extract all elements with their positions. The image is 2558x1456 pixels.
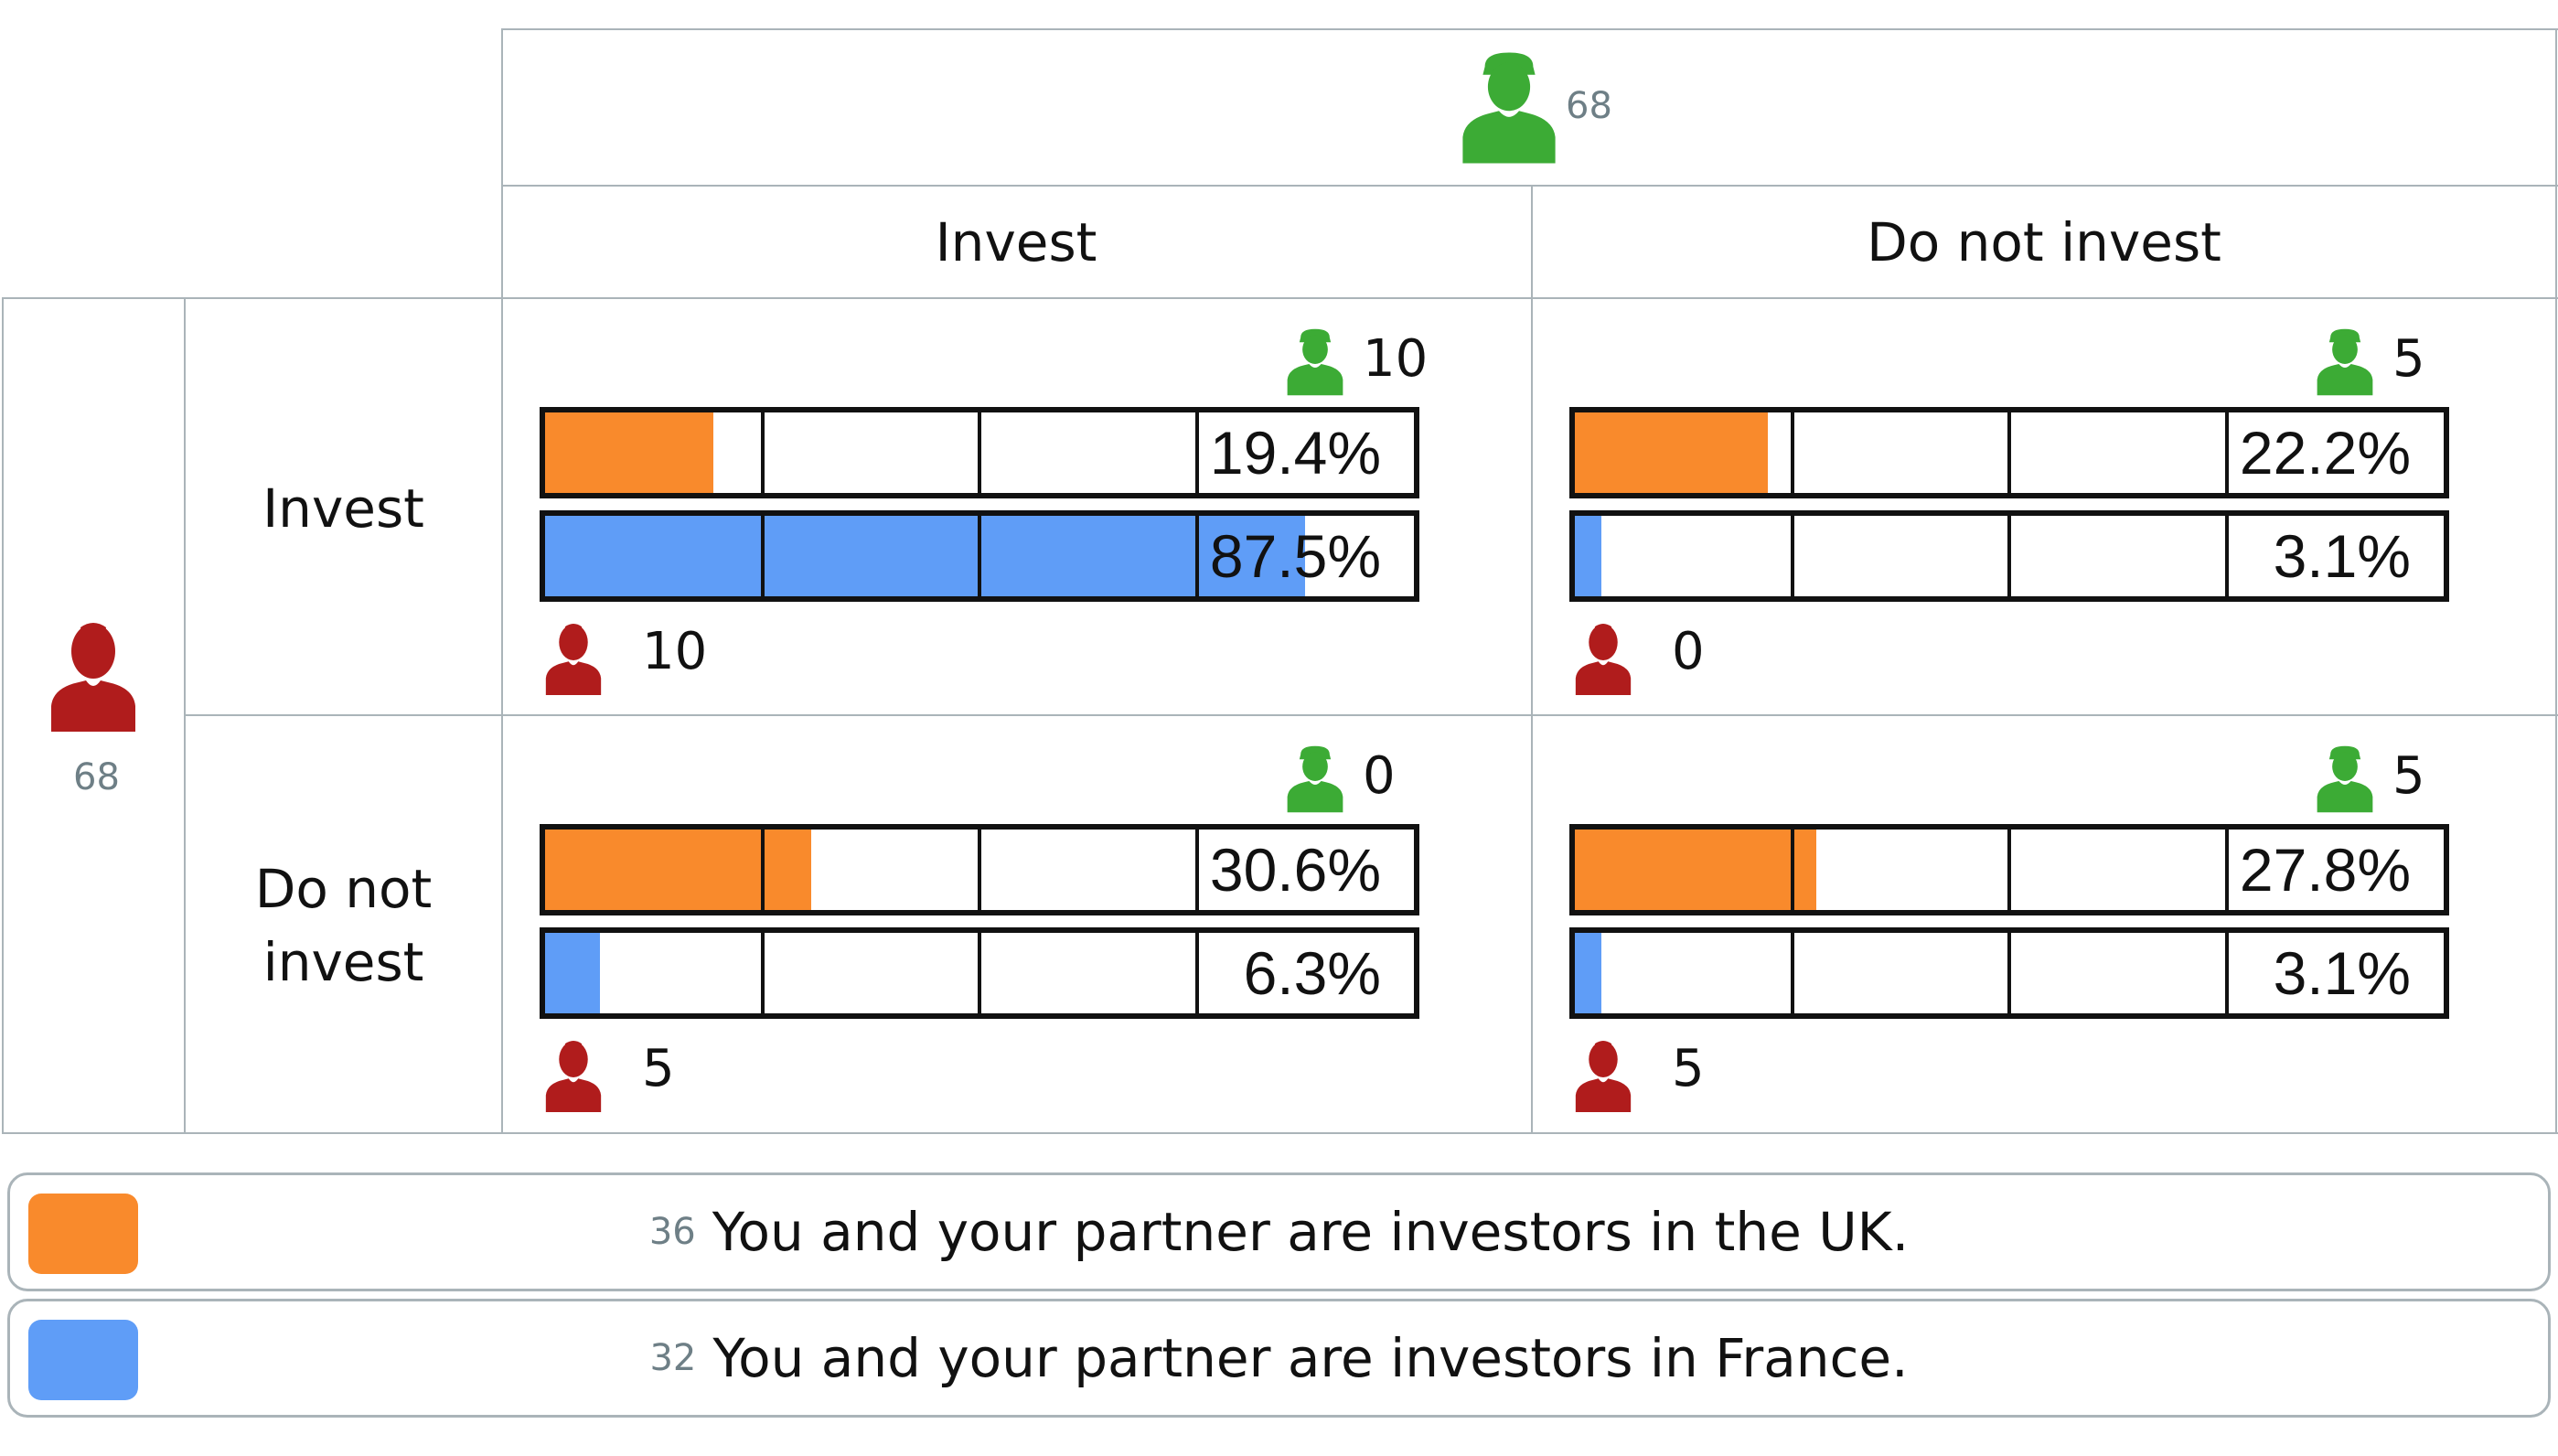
red-person-icon xyxy=(543,622,604,695)
bar-fill-uk xyxy=(1575,830,1817,910)
bar-fill-france xyxy=(545,516,1306,596)
bar-fill-uk xyxy=(1575,412,1768,493)
bar-divider xyxy=(760,516,765,596)
legend-count: 36 xyxy=(648,1211,696,1253)
red-player-count: 10 xyxy=(642,622,708,681)
row-header-do-not-invest: Do not invest xyxy=(186,852,501,999)
bar-divider xyxy=(760,933,765,1013)
bar-divider xyxy=(2007,830,2011,910)
grid-line xyxy=(501,185,2558,187)
bar-divider xyxy=(1790,933,1794,1013)
column-header-invest: Invest xyxy=(935,211,1097,273)
bar-uk: 19.4% xyxy=(540,407,1419,498)
bar-france: 3.1% xyxy=(1569,927,2449,1019)
bar-divider xyxy=(1194,933,1199,1013)
red-player-count: 5 xyxy=(1672,1039,1705,1098)
bar-fill-uk xyxy=(545,412,714,493)
bar-percent-label: 27.8% xyxy=(2239,836,2411,904)
row-header-invest: Invest xyxy=(262,477,424,540)
bar-divider xyxy=(2007,933,2011,1013)
green-person-icon xyxy=(1285,744,1345,814)
red-player-count: 0 xyxy=(1672,622,1705,681)
row-header-do-not-invest-line2: invest xyxy=(262,931,424,993)
bar-fill-uk xyxy=(545,830,811,910)
bar-percent-label: 87.5% xyxy=(1209,522,1381,590)
legend-swatch-orange xyxy=(28,1194,138,1274)
bar-divider xyxy=(1194,412,1199,493)
bar-percent-label: 22.2% xyxy=(2239,419,2411,487)
bar-percent-label: 6.3% xyxy=(1243,939,1381,1007)
grid-line xyxy=(2,297,4,1134)
grid-line xyxy=(2,297,2558,299)
legend-label: You and your partner are investors in th… xyxy=(712,1201,1910,1263)
grid-line xyxy=(2555,28,2557,1134)
grid-line xyxy=(2,1132,2558,1134)
bar-divider xyxy=(760,412,765,493)
top-player-count: 68 xyxy=(1566,85,1612,127)
bar-divider xyxy=(760,830,765,910)
bar-divider xyxy=(978,933,981,1013)
bar-france: 6.3% xyxy=(540,927,1419,1019)
grid-line xyxy=(184,297,186,1134)
green-player-count: 5 xyxy=(2392,746,2425,806)
grid-line xyxy=(501,28,503,1134)
bar-divider xyxy=(2224,933,2229,1013)
grid-line xyxy=(1531,185,1533,1134)
green-person-icon xyxy=(1285,327,1345,397)
bar-divider xyxy=(1790,830,1794,910)
legend-item-france: 32 You and your partner are investors in… xyxy=(7,1299,2551,1418)
bar-percent-label: 30.6% xyxy=(1209,836,1381,904)
legend-item-uk: 36 You and your partner are investors in… xyxy=(7,1172,2551,1291)
green-person-icon xyxy=(2315,327,2375,397)
bar-divider xyxy=(1790,516,1794,596)
bar-divider xyxy=(2007,516,2011,596)
legend-swatch-blue xyxy=(28,1320,138,1400)
bar-fill-france xyxy=(545,933,600,1013)
bar-fill-france xyxy=(1575,516,1602,596)
green-person-icon xyxy=(2315,744,2375,814)
green-player-count: 5 xyxy=(2392,329,2425,389)
red-person-icon xyxy=(1573,1039,1633,1112)
bar-divider xyxy=(1194,830,1199,910)
green-person-icon xyxy=(1459,52,1559,164)
bar-percent-label: 19.4% xyxy=(1209,419,1381,487)
red-person-icon xyxy=(1573,622,1633,695)
bar-divider xyxy=(2224,412,2229,493)
bar-uk: 27.8% xyxy=(1569,824,2449,915)
green-player-count: 10 xyxy=(1363,329,1429,389)
row-header-do-not-invest-line1: Do not xyxy=(254,858,433,920)
legend-count: 32 xyxy=(649,1337,697,1379)
bar-divider xyxy=(978,412,981,493)
bar-divider xyxy=(1790,412,1794,493)
bar-divider xyxy=(2007,412,2011,493)
green-player-count: 0 xyxy=(1363,746,1396,806)
bar-divider xyxy=(2224,830,2229,910)
grid-line xyxy=(185,714,2558,716)
bar-percent-label: 3.1% xyxy=(2273,522,2411,590)
bar-divider xyxy=(978,830,981,910)
bar-percent-label: 3.1% xyxy=(2273,939,2411,1007)
bar-uk: 30.6% xyxy=(540,824,1419,915)
legend-label: You and your partner are investors in Fr… xyxy=(712,1327,1909,1389)
column-header-do-not-invest: Do not invest xyxy=(1867,211,2221,273)
red-person-icon xyxy=(543,1039,604,1112)
bar-fill-france xyxy=(1575,933,1602,1013)
bar-divider xyxy=(1194,516,1199,596)
bar-divider xyxy=(2224,516,2229,596)
bar-divider xyxy=(978,516,981,596)
bar-uk: 22.2% xyxy=(1569,407,2449,498)
left-player-count: 68 xyxy=(73,756,120,798)
bar-france: 3.1% xyxy=(1569,510,2449,602)
grid-line xyxy=(501,28,2558,30)
red-player-count: 5 xyxy=(642,1039,675,1098)
red-person-icon xyxy=(48,620,139,732)
bar-france: 87.5% xyxy=(540,510,1419,602)
